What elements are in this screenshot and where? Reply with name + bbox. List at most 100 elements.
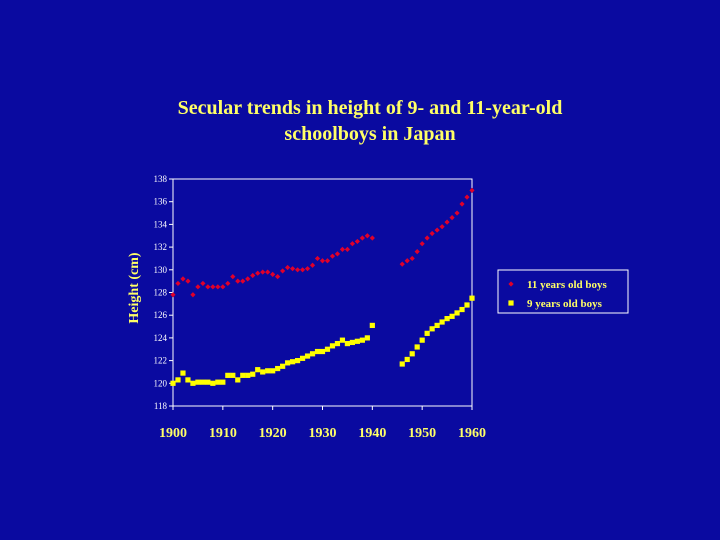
data-point xyxy=(319,258,326,264)
x-tick-label: 1950 xyxy=(408,426,436,441)
legend: 11 years old boys 9 years old boys xyxy=(497,269,629,314)
data-point xyxy=(334,251,341,257)
data-point xyxy=(349,241,355,247)
data-point xyxy=(354,238,360,245)
data-point xyxy=(459,306,465,313)
data-point xyxy=(309,262,316,268)
y-tick-label: 132 xyxy=(154,242,168,252)
data-point xyxy=(344,246,351,252)
y-tick-label: 124 xyxy=(154,333,168,343)
data-point xyxy=(329,253,336,259)
data-point xyxy=(369,235,375,241)
data-point xyxy=(240,278,246,284)
y-tick-label: 120 xyxy=(154,378,168,388)
data-point xyxy=(329,343,336,349)
data-point xyxy=(285,264,291,271)
data-point xyxy=(334,340,341,347)
series-layer xyxy=(170,187,475,386)
chart-title-line2: schoolboys in Japan xyxy=(284,123,456,145)
data-point xyxy=(359,235,365,241)
data-point xyxy=(215,379,221,385)
legend-marker xyxy=(508,300,514,306)
data-point xyxy=(414,344,420,350)
data-point xyxy=(294,358,301,364)
data-point xyxy=(319,348,326,355)
data-point xyxy=(205,379,211,385)
data-point xyxy=(409,255,415,262)
series-9-years-old-boys xyxy=(170,295,475,386)
data-point xyxy=(200,379,206,385)
data-point xyxy=(280,268,286,274)
data-point xyxy=(230,274,236,280)
data-point xyxy=(364,233,370,239)
x-tick-label: 1930 xyxy=(309,426,337,441)
data-point xyxy=(175,280,181,287)
data-point xyxy=(429,326,435,332)
y-tick-label: 134 xyxy=(154,219,168,229)
plot-border xyxy=(172,178,473,407)
data-point xyxy=(409,351,415,357)
x-axis: 1900 1910 1920 1930 1940 1950 1960 xyxy=(159,406,486,441)
data-point xyxy=(275,274,281,280)
data-point xyxy=(299,267,306,273)
data-point xyxy=(215,284,221,290)
data-point xyxy=(429,230,435,237)
y-tick-label: 126 xyxy=(154,310,168,320)
data-point xyxy=(285,360,291,366)
data-point xyxy=(454,310,460,316)
data-point xyxy=(449,313,455,319)
data-point xyxy=(240,372,246,378)
data-point xyxy=(364,335,370,341)
data-point xyxy=(294,267,301,273)
x-tick-label: 1940 xyxy=(358,426,386,441)
data-point xyxy=(245,276,251,282)
data-point xyxy=(304,353,311,359)
data-point xyxy=(419,337,425,343)
data-point xyxy=(175,377,181,383)
y-tick-label: 122 xyxy=(154,356,168,366)
data-point xyxy=(290,266,296,272)
data-point xyxy=(314,255,321,262)
data-point xyxy=(449,214,455,221)
x-tick-label: 1910 xyxy=(209,426,237,441)
data-point xyxy=(180,276,186,282)
x-tick-label: 1960 xyxy=(458,426,486,441)
data-point xyxy=(464,194,470,200)
data-point xyxy=(304,266,311,272)
data-point xyxy=(280,363,286,369)
data-point xyxy=(235,278,241,284)
data-point xyxy=(260,269,266,275)
data-point xyxy=(195,379,201,385)
data-point xyxy=(419,241,425,247)
legend-label: 11 years old boys xyxy=(527,279,607,291)
chart-title: Secular trends in height of 9- and 11-ye… xyxy=(130,95,610,147)
data-point xyxy=(265,368,271,374)
legend-marker xyxy=(508,281,514,287)
y-axis: 118 120 122 124 126 128 130 132 134 136 138 xyxy=(154,174,173,411)
data-point xyxy=(290,359,296,365)
data-point xyxy=(469,187,475,193)
data-point xyxy=(270,271,276,277)
data-point xyxy=(434,322,440,329)
data-point xyxy=(180,370,186,376)
data-point xyxy=(185,377,191,383)
data-point xyxy=(459,201,465,207)
data-point xyxy=(210,380,216,386)
data-point xyxy=(344,340,351,347)
data-point xyxy=(220,379,226,385)
data-point xyxy=(230,372,236,378)
data-point xyxy=(354,338,360,344)
data-point xyxy=(464,302,470,308)
x-tick-label: 1920 xyxy=(259,426,287,441)
data-point xyxy=(469,295,475,301)
data-point xyxy=(270,368,276,374)
data-point xyxy=(444,316,450,322)
data-point xyxy=(439,224,445,230)
data-point xyxy=(359,337,365,343)
data-point xyxy=(339,337,346,343)
data-point xyxy=(205,284,211,290)
data-point xyxy=(424,235,430,241)
y-tick-label: 136 xyxy=(154,197,168,207)
data-point xyxy=(439,319,445,325)
data-point xyxy=(220,284,226,290)
